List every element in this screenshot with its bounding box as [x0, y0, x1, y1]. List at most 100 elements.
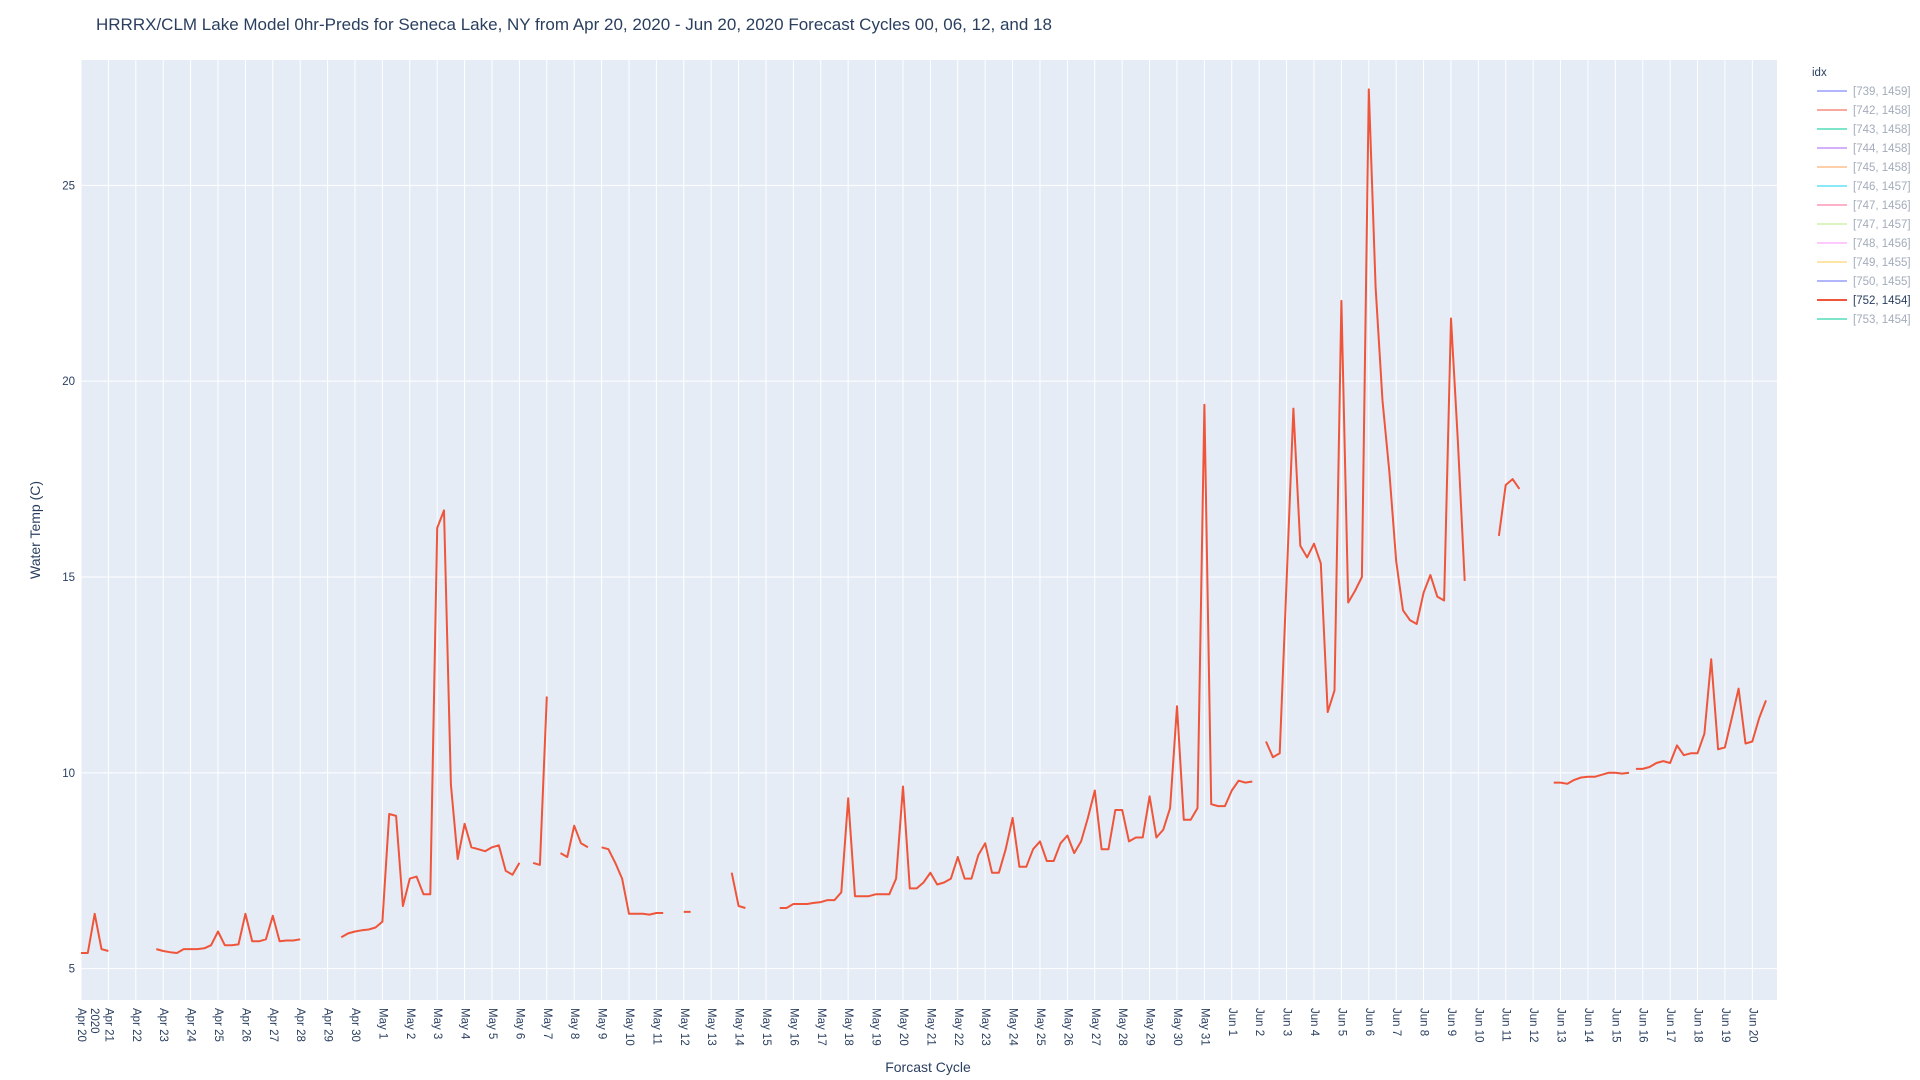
x-tick-label-line: May 2: [404, 1008, 416, 1039]
legend-item[interactable]: [752, 1454]: [1817, 295, 1911, 307]
x-tick-label-line: May 4: [459, 1008, 471, 1040]
x-tick-label: Apr 28: [294, 1008, 306, 1042]
x-tick-label-line: May 25: [1034, 1008, 1046, 1046]
series-line-11[interactable]: [81, 88, 1767, 954]
x-tick-label-line: May 15: [760, 1008, 772, 1046]
legend-item[interactable]: [750, 1455]: [1817, 276, 1911, 288]
x-tick-label: Jun 1: [1226, 1008, 1238, 1036]
x-tick-label-line: Jun 3: [1281, 1008, 1293, 1036]
x-tick-label: Jun 17: [1664, 1008, 1676, 1043]
x-tick-label-line: Apr 30: [349, 1008, 361, 1042]
x-tick-label-line: Jun 18: [1692, 1008, 1704, 1043]
legend-item[interactable]: [753, 1454]: [1817, 314, 1911, 326]
x-tick-label: May 29: [1144, 1008, 1156, 1046]
legend-label: [742, 1458]: [1853, 105, 1911, 117]
legend-item[interactable]: [747, 1457]: [1817, 219, 1911, 231]
x-tick-label: Jun 10: [1472, 1008, 1484, 1043]
x-tick-label-line: May 28: [1116, 1008, 1128, 1046]
x-tick-label: May 5: [486, 1008, 498, 1039]
x-tick-label-line: May 10: [623, 1008, 635, 1046]
x-tick-label-line: May 20: [897, 1008, 909, 1046]
x-tick-label-line: Apr 27: [267, 1008, 279, 1042]
x-tick-label: Jun 12: [1527, 1008, 1539, 1043]
x-tick-label: May 6: [513, 1008, 525, 1039]
x-tick-label: May 23: [979, 1008, 991, 1046]
x-tick-label-line: May 29: [1144, 1008, 1156, 1046]
y-tick-labels: 5 10 15 20 25: [62, 180, 75, 975]
x-tick-label-line: Jun 4: [1308, 1008, 1320, 1037]
x-tick-label-line: Jun 8: [1418, 1008, 1430, 1036]
legend-item[interactable]: [743, 1458]: [1817, 124, 1911, 136]
legend-label: [747, 1457]: [1853, 219, 1911, 231]
x-tick-label: Apr 27: [267, 1008, 279, 1042]
x-tick-label-line: May 18: [842, 1008, 854, 1046]
x-tick-label: May 15: [760, 1008, 772, 1046]
x-tick-label-line: May 21: [924, 1008, 936, 1046]
x-tick-label-line: Jun 9: [1445, 1008, 1457, 1036]
x-tick-label: Jun 8: [1418, 1008, 1430, 1036]
x-tick-label: Apr 26: [239, 1008, 251, 1042]
x-tick-label-line: May 24: [1007, 1008, 1019, 1046]
x-tick-label-line: Jun 19: [1719, 1008, 1731, 1043]
x-tick-label-line: Apr 29: [322, 1008, 334, 1042]
legend-item[interactable]: [748, 1456]: [1817, 238, 1911, 250]
legend-label: [745, 1458]: [1853, 162, 1911, 174]
legend-item[interactable]: [745, 1458]: [1817, 162, 1911, 174]
legend-label: [747, 1456]: [1853, 200, 1911, 212]
x-tick-label-line: May 23: [979, 1008, 991, 1046]
legend-label: [743, 1458]: [1853, 124, 1911, 136]
x-tick-label-line: Apr 24: [185, 1008, 197, 1042]
x-tick-label: Apr 21: [102, 1008, 114, 1042]
series-lines[interactable]: [81, 88, 1767, 954]
x-tick-label: May 28: [1116, 1008, 1128, 1046]
x-tick-label: Jun 18: [1692, 1008, 1704, 1043]
x-tick-label: Jun 13: [1555, 1008, 1567, 1043]
x-tick-label: Jun 11: [1500, 1008, 1512, 1042]
legend[interactable]: idx [739, 1459] [742, 1458] [743, 1458] [74…: [1812, 67, 1911, 326]
x-tick-label-line: May 31: [1198, 1008, 1210, 1046]
legend-item[interactable]: [744, 1458]: [1817, 143, 1911, 155]
legend-item[interactable]: [746, 1457]: [1817, 181, 1911, 193]
x-tick-label-line: May 17: [815, 1008, 827, 1046]
x-tick-label: Apr 22: [130, 1008, 142, 1042]
x-tick-label: May 12: [678, 1008, 690, 1046]
x-tick-label-line: May 30: [1171, 1008, 1183, 1046]
x-tick-label: Jun 4: [1308, 1008, 1320, 1037]
x-tick-label: Jun 20: [1746, 1008, 1758, 1043]
x-tick-labels: Apr 20 2020 Apr 21 Apr 22 Apr 23 Apr 24 Apr 25…: [75, 1008, 1758, 1046]
x-tick-label-line: May 26: [1061, 1008, 1073, 1046]
legend-item[interactable]: [747, 1456]: [1817, 200, 1911, 212]
x-tick-label-line: May 1: [376, 1008, 388, 1039]
x-tick-label: Jun 9: [1445, 1008, 1457, 1036]
legend-label: [744, 1458]: [1853, 143, 1911, 155]
x-tick-label: Apr 23: [157, 1008, 169, 1042]
x-tick-label: May 16: [787, 1008, 799, 1046]
x-tick-label: May 11: [650, 1008, 662, 1045]
x-tick-label: Apr 24: [185, 1008, 197, 1042]
x-tick-label: May 24: [1007, 1008, 1019, 1046]
x-tick-label: Apr 20 2020: [75, 1008, 100, 1042]
x-tick-label-line: Jun 15: [1609, 1008, 1621, 1043]
y-tick-label: 10: [62, 768, 75, 780]
x-tick-label-line: Apr 26: [239, 1008, 251, 1042]
x-tick-label: May 8: [568, 1008, 580, 1039]
legend-item[interactable]: [739, 1459]: [1817, 86, 1911, 98]
x-tick-label-line: Jun 12: [1527, 1008, 1539, 1043]
x-tick-label: May 27: [1089, 1008, 1101, 1046]
legend-label: [750, 1455]: [1853, 276, 1911, 288]
x-tick-label-line: Apr 28: [294, 1008, 306, 1042]
grid-lines: [80, 60, 1777, 1000]
legend-label: [749, 1455]: [1853, 257, 1911, 269]
legend-item[interactable]: [742, 1458]: [1817, 105, 1911, 117]
chart-title: HRRRX/CLM Lake Model 0hr-Preds for Senec…: [96, 15, 1052, 34]
x-tick-label: Jun 5: [1335, 1008, 1347, 1036]
legend-item[interactable]: [749, 1455]: [1817, 257, 1911, 269]
x-tick-label: May 22: [952, 1008, 964, 1046]
x-tick-label: May 31: [1198, 1008, 1210, 1046]
x-tick-label: Jun 15: [1609, 1008, 1621, 1043]
x-tick-label: Apr 29: [322, 1008, 334, 1042]
x-tick-label: May 10: [623, 1008, 635, 1046]
x-tick-label-line: Jun 1: [1226, 1008, 1238, 1036]
x-tick-label-line: May 16: [787, 1008, 799, 1046]
